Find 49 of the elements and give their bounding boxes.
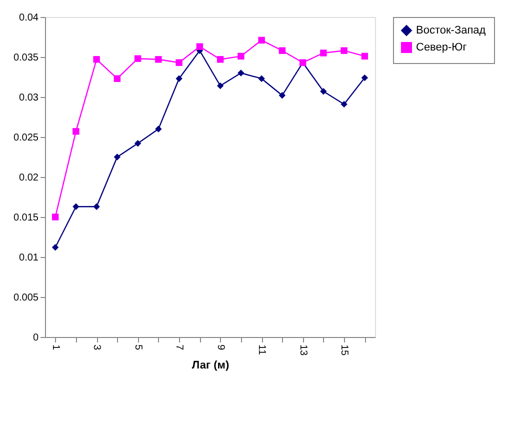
point (216, 82, 224, 90)
point (134, 55, 142, 62)
y-tick-label: 0.025 (13, 132, 39, 144)
point (238, 70, 244, 76)
point (361, 74, 368, 82)
y-tick-label: 0.03 (19, 92, 39, 104)
y-tick-label: 0 (32, 332, 39, 344)
x-tick-label: 13 (297, 344, 308, 356)
point (176, 59, 182, 66)
point (93, 56, 100, 63)
x-tick-label: 3 (91, 344, 102, 350)
point (72, 203, 80, 210)
y-tick-label: 0.015 (13, 212, 39, 224)
legend-label: Восток-Запад (416, 24, 486, 36)
x-tick-label: 11 (256, 344, 268, 356)
x-tick-label: 1 (50, 344, 61, 350)
point (155, 56, 162, 63)
point (278, 47, 286, 54)
x-axis-title: Лаг (м) (192, 360, 230, 372)
point (216, 56, 224, 63)
point (320, 88, 327, 95)
point (258, 75, 265, 82)
x-tick-label: 15 (338, 344, 350, 356)
x-tick-label: 7 (174, 344, 185, 350)
point (340, 47, 348, 54)
point (114, 154, 121, 160)
y-tick-label: 0.005 (13, 292, 39, 304)
x-tick-label: 5 (132, 344, 144, 350)
y-tick-label: 0.02 (19, 172, 39, 184)
point (93, 203, 100, 210)
y-tick-label: 0.01 (19, 252, 39, 264)
point (52, 214, 59, 220)
point (361, 52, 368, 60)
point (278, 92, 286, 99)
x-tick-label: 9 (214, 344, 226, 350)
point (340, 100, 348, 108)
point (155, 126, 162, 132)
y-tick-label: 0.035 (13, 52, 39, 64)
point (114, 75, 121, 82)
point (258, 36, 265, 44)
point (176, 75, 182, 82)
point (134, 140, 142, 147)
legend-label: Север-Юг (416, 42, 467, 54)
point (72, 128, 80, 135)
y-tick-label: 0.04 (19, 12, 39, 24)
point (238, 52, 244, 60)
point (196, 43, 204, 50)
point (52, 244, 59, 251)
point (320, 50, 327, 56)
